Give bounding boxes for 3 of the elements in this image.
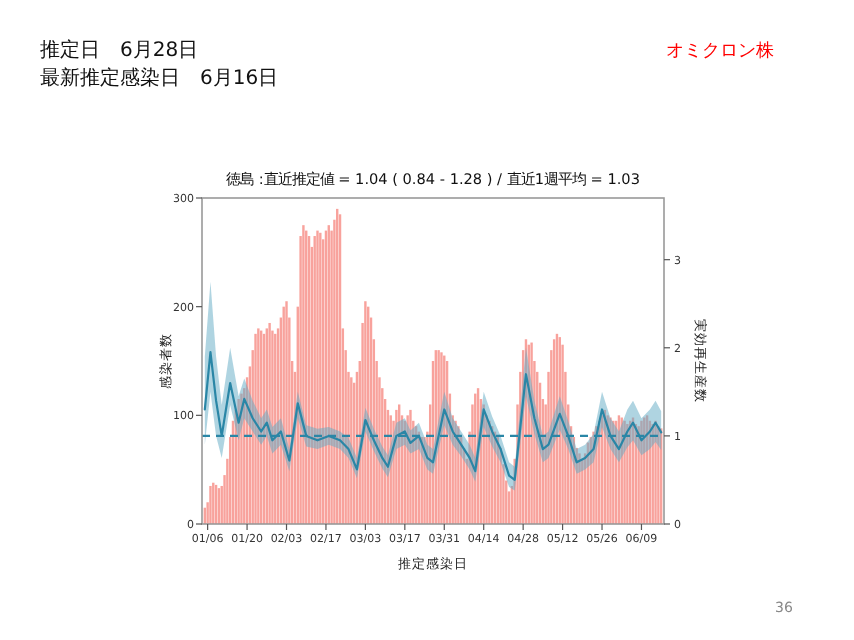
text: オミクロン株 xyxy=(666,40,774,62)
text: 推定日 6月28日 xyxy=(40,38,199,62)
text: 最新推定感染日 6月16日 xyxy=(40,66,279,90)
